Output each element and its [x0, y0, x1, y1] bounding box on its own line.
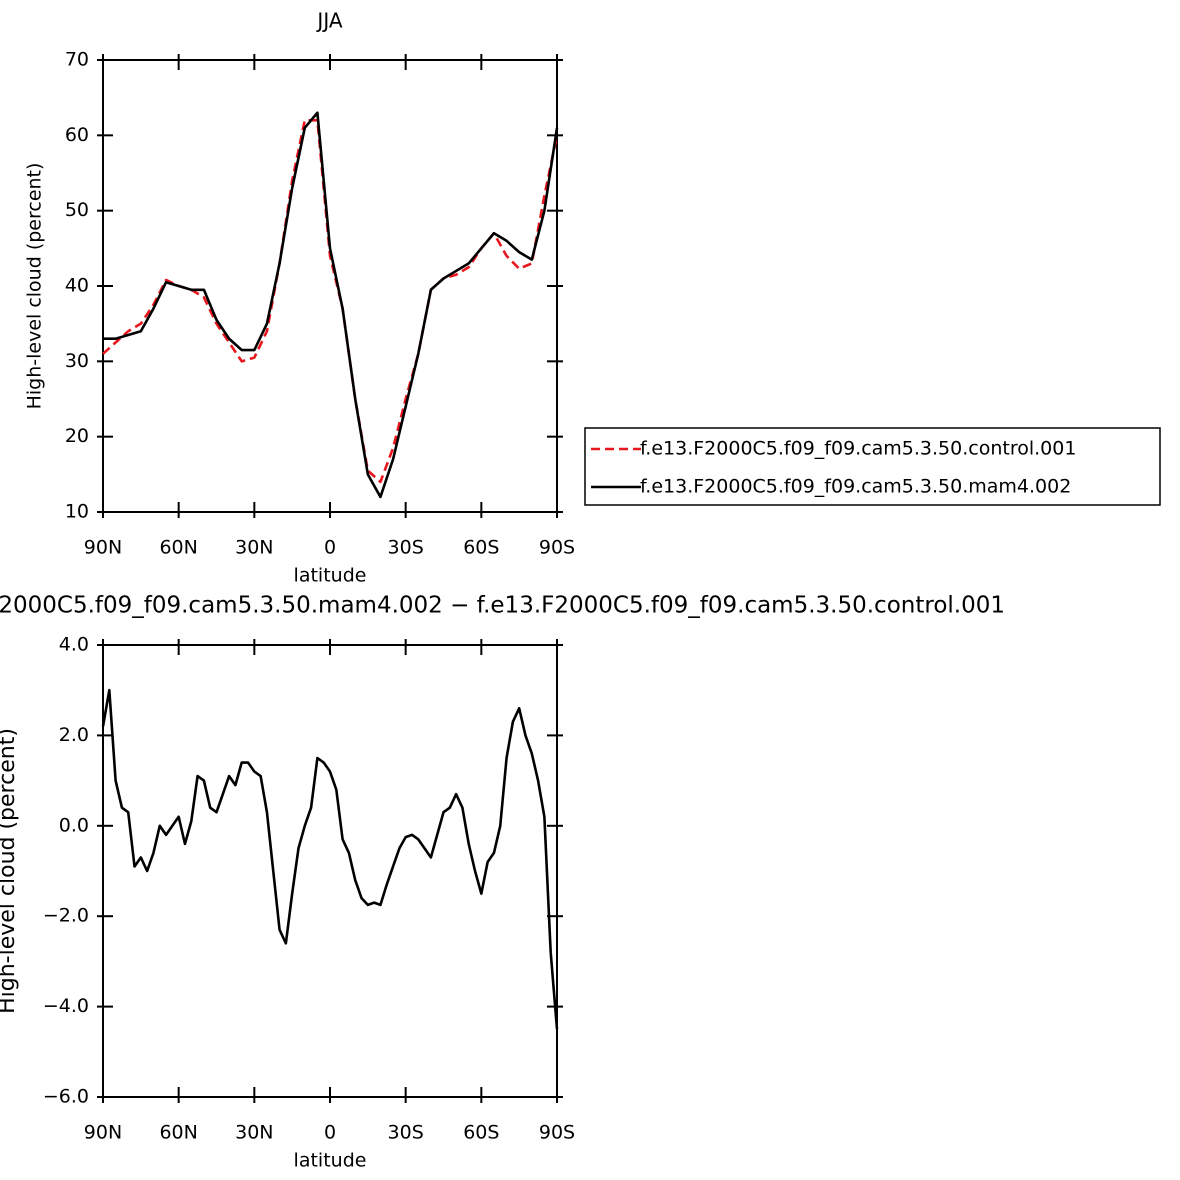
legend-label: f.e13.F2000C5.f09_f09.cam5.3.50.mam4.002 — [640, 476, 1071, 498]
y-tick-label: 10 — [65, 501, 89, 523]
y-tick-label: 60 — [65, 124, 89, 146]
x-tick-label: 0 — [324, 537, 336, 559]
y-axis-label: High-level cloud (percent) — [24, 163, 46, 410]
x-tick-label: 90N — [84, 537, 122, 559]
y-tick-label: 30 — [65, 350, 89, 372]
plot-frame — [102, 644, 558, 1098]
x-tick-label: 60N — [159, 1122, 197, 1144]
data-line — [103, 111, 559, 499]
chart-title: JJA — [315, 9, 342, 33]
y-tick-label: 50 — [65, 199, 89, 221]
y-axis-label: High-level cloud (percent) — [0, 728, 20, 1014]
y-tick-label: 2.0 — [59, 724, 89, 746]
x-tick-label: 30N — [235, 1122, 273, 1144]
data-line — [101, 688, 559, 1030]
y-tick-label: −2.0 — [43, 905, 89, 927]
x-tick-label: 30N — [235, 537, 273, 559]
x-tick-label: 60N — [159, 537, 197, 559]
y-tick-label: −6.0 — [43, 1086, 89, 1108]
x-tick-label: 0 — [324, 1122, 336, 1144]
x-tick-label: 60S — [463, 537, 499, 559]
y-tick-label: 20 — [65, 425, 89, 447]
y-tick-label: −4.0 — [43, 995, 89, 1017]
y-tick-label: 40 — [65, 275, 89, 297]
legend-label: f.e13.F2000C5.f09_f09.cam5.3.50.control.… — [640, 438, 1076, 460]
x-tick-label: 30S — [388, 537, 424, 559]
y-tick-label: 70 — [65, 49, 89, 71]
x-axis-label: latitude — [294, 1150, 367, 1172]
plot-frame — [102, 59, 558, 513]
x-tick-label: 90N — [84, 1122, 122, 1144]
x-tick-label: 30S — [388, 1122, 424, 1144]
y-tick-label: 4.0 — [59, 634, 89, 656]
x-tick-label: 90S — [539, 537, 575, 559]
x-axis-label: latitude — [294, 565, 367, 587]
x-tick-label: 90S — [539, 1122, 575, 1144]
legend-box — [584, 427, 1161, 506]
x-tick-label: 60S — [463, 1122, 499, 1144]
chart-title: f.e13.F2000C5.f09_f09.cam5.3.50.mam4.002… — [0, 593, 1005, 619]
data-line — [102, 118, 559, 484]
y-tick-label: 0.0 — [59, 814, 89, 836]
